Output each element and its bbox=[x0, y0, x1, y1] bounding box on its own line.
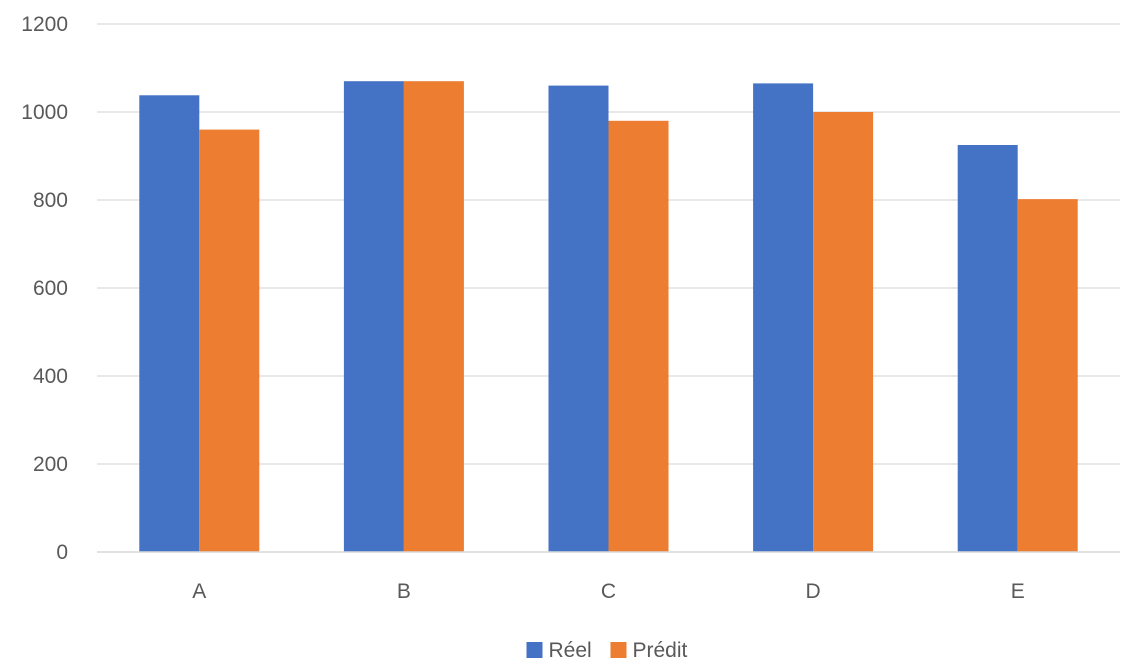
y-tick-label: 400 bbox=[33, 365, 68, 388]
legend-label: Réel bbox=[549, 639, 592, 662]
bar-rel-b bbox=[343, 81, 404, 552]
legend: Réel Prédit bbox=[526, 639, 688, 662]
bar-prdit-a bbox=[199, 129, 260, 552]
bar-rel-a bbox=[139, 95, 200, 552]
y-tick-label: 1200 bbox=[21, 13, 68, 36]
legend-swatch bbox=[610, 642, 627, 658]
x-tick-label: B bbox=[397, 580, 411, 603]
bar-prdit-d bbox=[813, 112, 874, 552]
y-tick-label: 1000 bbox=[21, 101, 68, 124]
y-tick-label: 600 bbox=[33, 277, 68, 300]
y-tick-label: 0 bbox=[56, 541, 68, 564]
bar-rel-c bbox=[548, 85, 609, 552]
bar-prdit-c bbox=[608, 120, 669, 553]
x-tick-label: D bbox=[806, 580, 821, 603]
bar-rel-d bbox=[753, 83, 814, 553]
axes: 0 200 400 600 800 1000 1200 A B C D E bbox=[21, 13, 1120, 603]
x-tick-label: C bbox=[601, 580, 616, 603]
bars bbox=[139, 81, 1078, 553]
bar-prdit-e bbox=[1017, 199, 1078, 552]
legend-swatch bbox=[526, 642, 543, 658]
bar-prdit-b bbox=[403, 81, 464, 552]
y-tick-label: 800 bbox=[33, 189, 68, 212]
legend-label: Prédit bbox=[633, 639, 688, 662]
x-tick-label: A bbox=[192, 580, 206, 603]
y-tick-label: 200 bbox=[33, 453, 68, 476]
x-tick-label: E bbox=[1011, 580, 1025, 603]
bar-rel-e bbox=[957, 145, 1018, 552]
